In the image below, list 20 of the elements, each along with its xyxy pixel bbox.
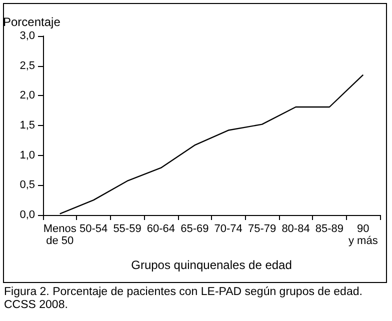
x-tick-label: 85-89 [315,223,344,235]
x-tick-label: 75-79 [248,223,276,235]
x-axis-title: Grupos quinquenales de edad [131,258,292,272]
y-tick-label: 1,0 [20,149,35,162]
text: Figura 2. Porcentaje de pacientes con LE-PAD según grupos de edad. CCSS 2008. [4,286,364,312]
x-tick-label: 60-64 [146,223,176,235]
x-tick-label: 50-54 [79,223,108,235]
y-tick-label: 3,0 [20,30,35,42]
y-tick-label: 0,0 [20,209,35,221]
x-tick-label: 80-84 [282,223,310,235]
x-tick-label: 55-59 [113,223,142,235]
x-tick-label: 65-69 [180,223,209,235]
y-tick-label: 1,5 [20,120,35,132]
x-tick-label: 90 y más [348,223,378,247]
y-axis-title: Porcentaje [3,15,61,29]
x-tick-label: 70-74 [214,223,242,235]
y-tick-label: 2,5 [20,60,35,72]
y-tick-label: 0,5 [20,179,35,192]
y-tick-label: 2,0 [20,90,35,102]
x-tick-label: Menos de 50 [43,223,77,247]
